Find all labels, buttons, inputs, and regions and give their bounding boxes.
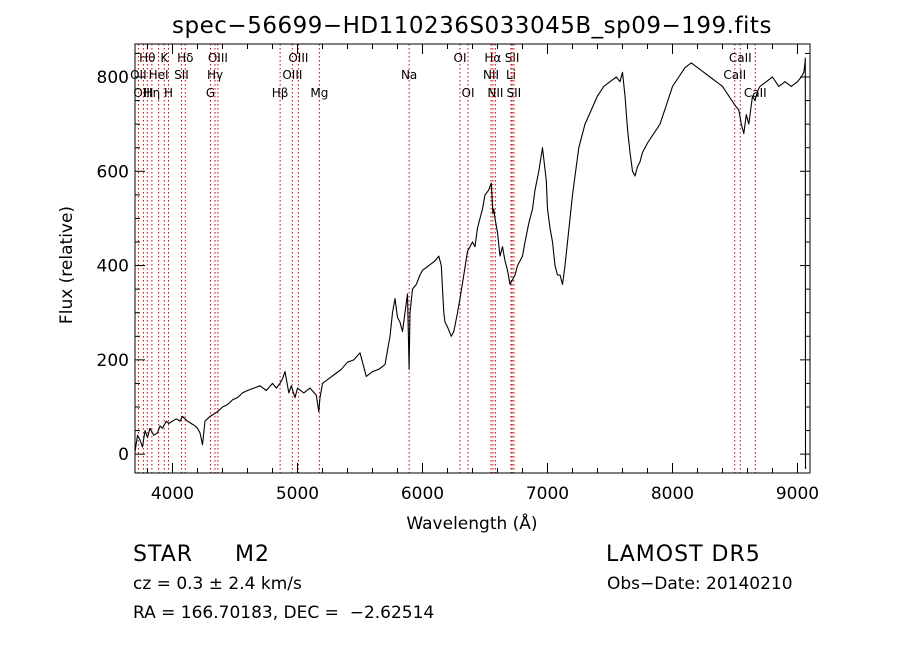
marker-label-6: Hα	[484, 51, 501, 65]
ra-dec: RA = 166.70183, DEC = −2.62514	[133, 603, 435, 623]
y-axis-ticks: 0 200 400 600 800	[97, 52, 810, 465]
marker-label-0: Hθ	[139, 51, 155, 65]
emission-line-markers: Hθ K Hδ OIII OIII OI Hα SII CaII OII HeI SII Hγ OIII N…	[130, 44, 767, 473]
marker-label-2: Hδ	[177, 51, 193, 65]
marker-label-25: NII	[487, 86, 503, 100]
marker-label-7: SII	[505, 51, 520, 65]
marker-label-11: SII	[174, 68, 189, 82]
marker-label-12: Hγ	[207, 68, 223, 82]
marker-label-23: Na	[401, 68, 417, 82]
x-axis-ticks: 4000 5000 6000 7000 8000 9000	[147, 44, 819, 504]
x-tick-label-4000: 4000	[151, 484, 194, 504]
x-tick-label-5000: 5000	[276, 484, 319, 504]
x-tick-label-8000: 8000	[651, 484, 694, 504]
redshift-cz: cz = 0.3 ± 2.4 km/s	[133, 574, 302, 594]
y-tick-label-600: 600	[97, 162, 129, 182]
marker-label-19: H	[164, 86, 173, 100]
x-axis-label: Wavelength (Å)	[406, 512, 537, 534]
y-tick-label-0: 0	[118, 445, 129, 465]
object-class: STAR	[133, 542, 194, 567]
chart-title: spec−56699−HD110236S033045B_sp09−199.fit…	[172, 13, 772, 39]
marker-label-27: CaII	[744, 86, 767, 100]
x-tick-label-6000: 6000	[401, 484, 444, 504]
x-tick-label-9000: 9000	[776, 484, 819, 504]
marker-label-18: Hη	[144, 86, 161, 100]
marker-label-8: CaII	[729, 51, 752, 65]
marker-label-15: Li	[506, 68, 516, 82]
plot-frame	[134, 43, 811, 474]
marker-label-4: OIII	[288, 51, 308, 65]
marker-label-21: Hβ	[272, 86, 289, 100]
marker-label-9: OII	[130, 68, 147, 82]
observation-date: Obs−Date: 20140210	[607, 574, 793, 594]
y-axis-label: Flux (relative)	[57, 206, 77, 324]
y-tick-label-400: 400	[97, 257, 129, 277]
marker-label-16: CaII	[723, 68, 746, 82]
marker-label-3: OIII	[208, 51, 228, 65]
marker-label-20: G	[206, 86, 215, 100]
object-subclass: M2	[235, 542, 270, 567]
marker-label-10: HeI	[149, 68, 169, 82]
marker-label-13: OIII	[282, 68, 302, 82]
marker-label-14: NII	[483, 68, 499, 82]
spectrum-line	[134, 57, 807, 469]
y-tick-label-200: 200	[97, 351, 129, 371]
x-tick-label-7000: 7000	[526, 484, 569, 504]
marker-label-24: OI	[462, 86, 475, 100]
marker-label-26: SII	[507, 86, 522, 100]
survey-name: LAMOST DR5	[606, 542, 761, 567]
marker-label-22: Mg	[310, 86, 328, 100]
marker-label-5: OI	[454, 51, 467, 65]
y-tick-label-800: 800	[97, 68, 129, 88]
marker-label-17: OIII	[133, 86, 153, 100]
marker-label-1: K	[160, 51, 169, 65]
